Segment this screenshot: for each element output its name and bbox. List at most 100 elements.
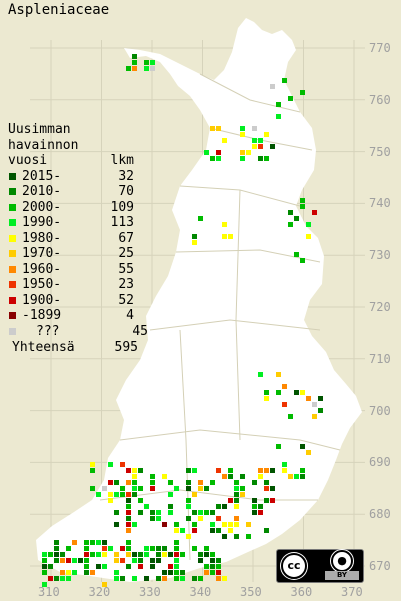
observation-marker — [282, 78, 287, 83]
observation-marker — [192, 492, 197, 497]
observation-marker — [108, 480, 113, 485]
legend-swatch — [9, 265, 16, 273]
observation-marker — [306, 396, 311, 401]
x-tick-label: 370 — [341, 585, 363, 599]
observation-marker — [162, 522, 167, 527]
observation-marker — [216, 156, 221, 161]
observation-marker — [204, 546, 209, 551]
legend-total-label: Yhteensä — [12, 340, 75, 355]
observation-marker — [222, 504, 227, 509]
observation-marker — [204, 150, 209, 155]
observation-marker — [270, 84, 275, 89]
observation-marker — [210, 564, 215, 569]
legend-swatch — [9, 327, 16, 335]
observation-marker — [276, 390, 281, 395]
observation-marker — [312, 402, 317, 407]
y-tick-label: 690 — [369, 455, 391, 470]
observation-marker — [168, 480, 173, 485]
observation-marker — [150, 66, 155, 71]
observation-marker — [66, 558, 71, 563]
observation-marker — [282, 384, 287, 389]
observation-marker — [162, 570, 167, 575]
y-tick-label: 710 — [369, 351, 391, 366]
legend-swatch — [9, 172, 16, 180]
observation-marker — [168, 510, 173, 515]
observation-marker — [174, 528, 179, 533]
observation-marker — [126, 540, 131, 545]
observation-marker — [234, 498, 239, 503]
legend-swatch — [9, 250, 16, 258]
observation-marker — [78, 558, 83, 563]
region-border — [99, 489, 318, 501]
observation-marker — [234, 522, 239, 527]
legend-count: 45 — [132, 323, 148, 339]
legend-row: 1970- 25 — [8, 246, 148, 262]
observation-marker — [126, 522, 131, 527]
observation-marker — [168, 564, 173, 569]
person-icon: ● — [331, 550, 353, 572]
observation-marker — [132, 480, 137, 485]
observation-marker — [210, 528, 215, 533]
observation-marker — [204, 570, 209, 575]
observation-marker — [252, 144, 257, 149]
observation-marker — [114, 558, 119, 563]
observation-marker — [72, 558, 77, 563]
observation-marker — [90, 552, 95, 557]
region-border — [119, 429, 341, 451]
observation-marker — [246, 534, 251, 539]
observation-marker — [258, 510, 263, 515]
observation-marker — [126, 480, 131, 485]
observation-marker — [120, 492, 125, 497]
observation-marker — [126, 546, 131, 551]
observation-marker — [300, 444, 305, 449]
legend-label: 1950- — [22, 277, 62, 292]
observation-marker — [126, 468, 131, 473]
cc-by-license-badge[interactable]: cc ● BY — [276, 549, 364, 583]
observation-marker — [186, 486, 191, 491]
observation-marker — [174, 546, 179, 551]
observation-marker — [252, 498, 257, 503]
observation-marker — [42, 570, 47, 575]
x-tick-label: 330 — [139, 585, 161, 599]
observation-marker — [264, 156, 269, 161]
observation-marker — [234, 534, 239, 539]
observation-marker — [312, 414, 317, 419]
observation-marker — [48, 576, 53, 581]
legend-swatch — [9, 296, 16, 304]
y-tick-label: 700 — [369, 403, 391, 418]
observation-marker — [204, 552, 209, 557]
observation-marker — [222, 534, 227, 539]
observation-marker — [240, 486, 245, 491]
observation-marker — [204, 510, 209, 515]
cc-icon: cc — [281, 553, 307, 579]
observation-marker — [210, 558, 215, 563]
observation-marker — [276, 114, 281, 119]
observation-marker — [84, 570, 89, 575]
observation-marker — [210, 126, 215, 131]
legend-total: Yhteensä 595 — [8, 340, 148, 356]
observation-marker — [126, 504, 131, 509]
observation-marker — [132, 474, 137, 479]
legend-row: 2015- 32 — [8, 169, 148, 185]
observation-marker — [132, 552, 137, 557]
y-tick-label: 770 — [369, 41, 391, 55]
observation-marker — [156, 510, 161, 515]
legend-label: 1980- — [22, 230, 62, 246]
observation-marker — [216, 576, 221, 581]
observation-marker — [60, 558, 65, 563]
legend-count: 109 — [110, 199, 134, 215]
observation-marker — [222, 222, 227, 227]
observation-marker — [198, 510, 203, 515]
observation-marker — [312, 210, 317, 215]
observation-marker — [132, 60, 137, 65]
observation-marker — [174, 552, 179, 557]
observation-marker — [132, 522, 137, 527]
observation-marker — [216, 516, 221, 521]
legend-row: 1900- 52 — [8, 293, 148, 309]
observation-marker — [294, 390, 299, 395]
observation-marker — [180, 528, 185, 533]
observation-marker — [108, 498, 113, 503]
legend-swatch — [9, 312, 16, 320]
observation-marker — [252, 504, 257, 509]
observation-marker — [132, 576, 137, 581]
